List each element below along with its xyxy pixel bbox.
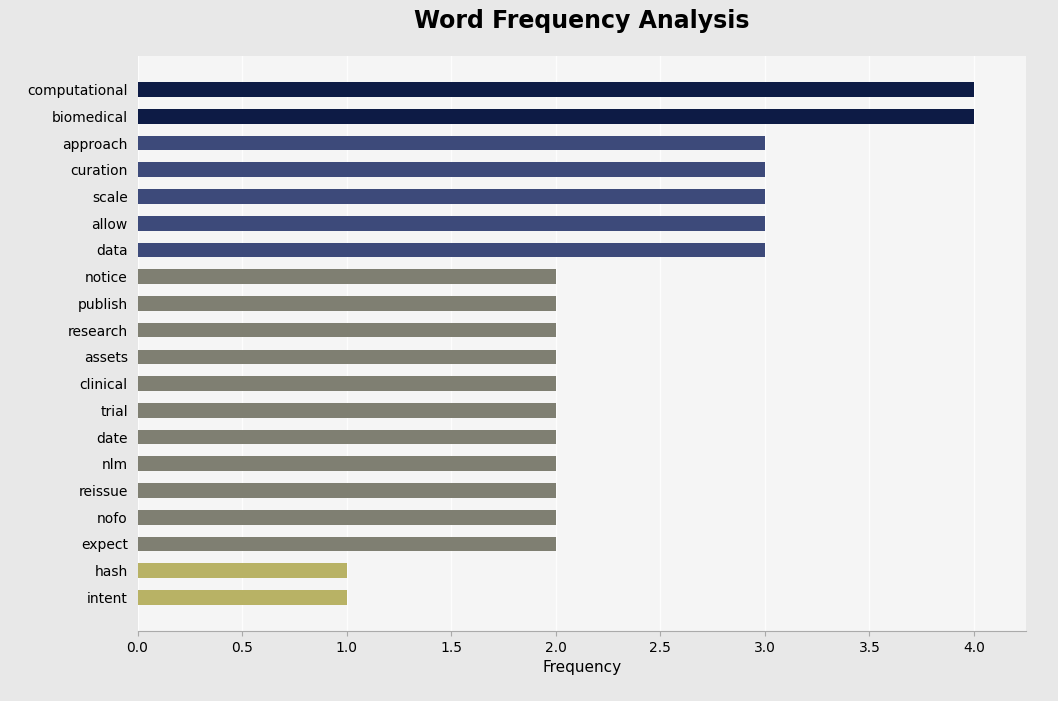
Bar: [138, 564, 347, 578]
Bar: [138, 376, 555, 391]
Bar: [138, 296, 555, 311]
Bar: [138, 483, 555, 498]
Bar: [138, 510, 555, 524]
Bar: [138, 243, 765, 257]
Bar: [138, 403, 555, 418]
Bar: [138, 430, 555, 444]
Bar: [138, 189, 765, 204]
Bar: [138, 536, 555, 551]
Bar: [138, 590, 347, 605]
Bar: [138, 456, 555, 471]
Bar: [138, 82, 974, 97]
Bar: [138, 216, 765, 231]
Bar: [138, 269, 555, 284]
Bar: [138, 350, 555, 365]
Title: Word Frequency Analysis: Word Frequency Analysis: [414, 9, 750, 34]
Bar: [138, 136, 765, 151]
Bar: [138, 322, 555, 337]
Bar: [138, 109, 974, 123]
Bar: [138, 163, 765, 177]
X-axis label: Frequency: Frequency: [543, 660, 621, 675]
